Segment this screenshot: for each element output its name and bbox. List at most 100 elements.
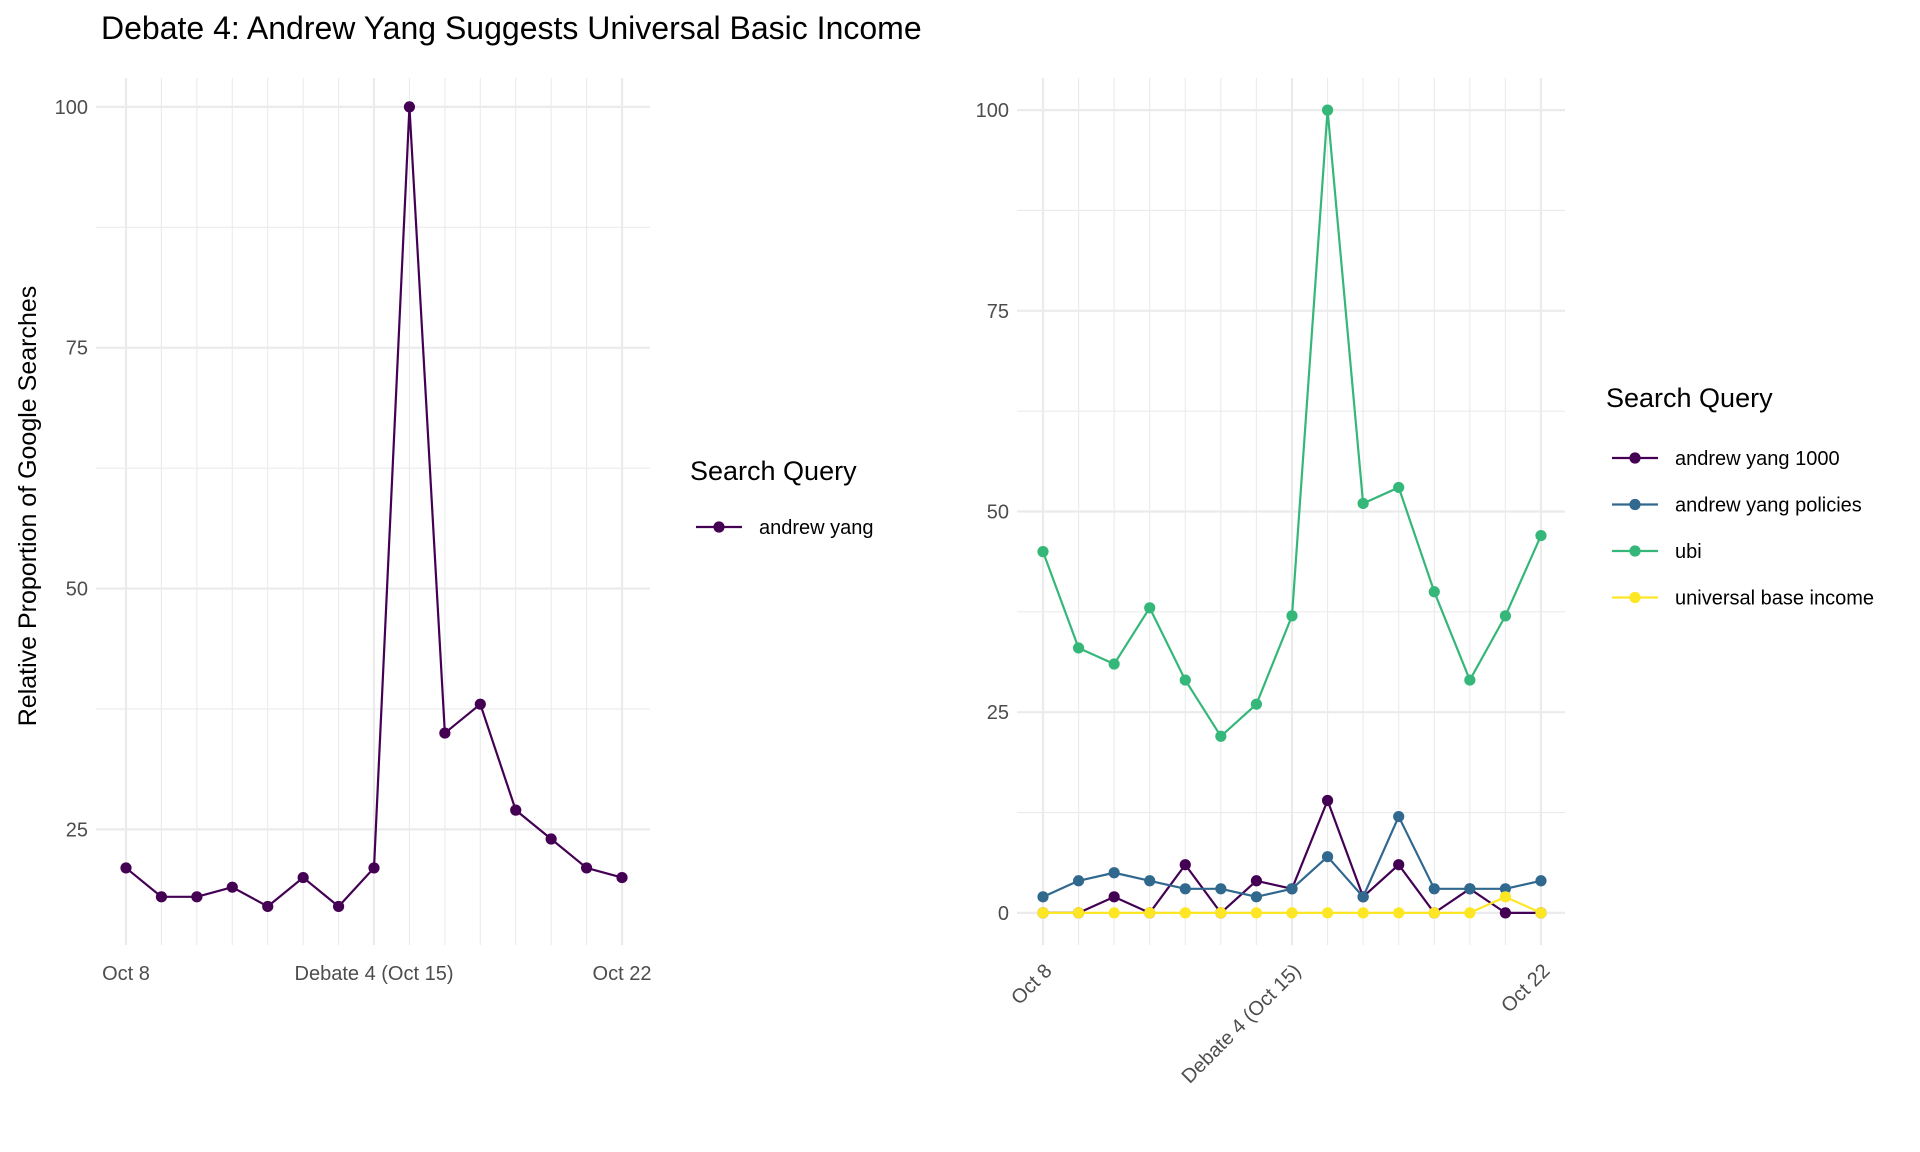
- data-point: [191, 891, 203, 903]
- data-point: [1464, 674, 1476, 686]
- data-point: [262, 900, 274, 913]
- data-point: [297, 871, 309, 884]
- data-point: [1321, 907, 1334, 919]
- data-point: [1179, 859, 1191, 871]
- x-tick-label: Oct 8: [102, 963, 150, 985]
- legend-key-point: [1629, 498, 1641, 511]
- legend-key-point: [1629, 591, 1641, 604]
- data-point: [1535, 875, 1547, 887]
- y-axis-title: Relative Proportion of Google Searches: [14, 286, 42, 727]
- data-point: [1393, 907, 1405, 919]
- legend-key-point: [1629, 452, 1641, 464]
- data-point: [1037, 907, 1049, 919]
- legend-label: andrew yang 1000: [1675, 448, 1840, 470]
- data-point: [1499, 610, 1512, 622]
- data-point: [1321, 851, 1334, 863]
- data-point: [1286, 883, 1298, 895]
- data-point: [1357, 497, 1369, 510]
- series-andrew-yang: [120, 101, 628, 913]
- data-point: [1286, 907, 1298, 919]
- data-point: [1037, 891, 1049, 903]
- data-point: [1250, 875, 1263, 887]
- data-point: [1072, 642, 1085, 654]
- legend: Search Query andrew yang 1000 andrew yang …: [1606, 383, 1874, 610]
- data-point: [1357, 907, 1369, 919]
- y-tick-label: 50: [66, 579, 88, 601]
- legend-title: Search Query: [690, 456, 857, 486]
- data-point: [1535, 907, 1547, 919]
- legend-key-point: [1629, 545, 1641, 557]
- data-point: [580, 862, 593, 874]
- x-tick-label: Oct 22: [593, 963, 652, 985]
- legend-title: Search Query: [1606, 383, 1773, 413]
- y-tick-label: 75: [66, 338, 88, 360]
- data-point: [1393, 810, 1405, 823]
- data-point: [1072, 907, 1085, 919]
- data-point: [1215, 730, 1227, 742]
- data-point: [1428, 586, 1440, 598]
- data-point: [1499, 891, 1512, 903]
- x-tick-label: Oct 8: [1007, 960, 1056, 1009]
- data-point: [1250, 907, 1263, 919]
- left-panel: 25 50 75 100 Oct 8 Debate 4 (Oct 15) Oct 22 Rel…: [14, 78, 874, 985]
- data-point: [1037, 546, 1049, 558]
- y-tick-label: 75: [987, 301, 1009, 323]
- grid: [96, 78, 650, 945]
- legend-label: universal base income: [1675, 588, 1874, 610]
- series-ubi: [1037, 104, 1547, 742]
- data-point: [1250, 891, 1263, 903]
- data-point: [1286, 610, 1298, 622]
- data-point: [1357, 891, 1369, 903]
- data-point: [1464, 883, 1476, 895]
- data-point: [1108, 658, 1120, 670]
- data-point: [1215, 907, 1227, 919]
- data-point: [1144, 875, 1156, 887]
- data-point: [1464, 907, 1476, 919]
- legend-key-point: [713, 521, 725, 533]
- data-point: [1179, 883, 1191, 895]
- legend-label: andrew yang policies: [1675, 495, 1862, 517]
- y-tick-label: 50: [987, 502, 1009, 524]
- data-point: [1393, 481, 1405, 494]
- data-point: [1499, 883, 1512, 895]
- data-point: [1144, 602, 1156, 614]
- y-tick-label: 100: [55, 97, 88, 119]
- y-tick-label: 25: [987, 702, 1009, 724]
- data-point: [1108, 867, 1120, 879]
- series-universal-base-income: [1037, 891, 1547, 919]
- legend-label: ubi: [1675, 541, 1702, 563]
- data-point: [1108, 907, 1120, 919]
- data-point: [1428, 907, 1440, 919]
- data-point: [120, 862, 132, 874]
- data-point: [332, 900, 345, 913]
- data-point: [368, 862, 380, 874]
- series-andrew-yang-policies: [1037, 810, 1547, 903]
- data-point: [616, 871, 628, 884]
- data-point: [1428, 883, 1440, 895]
- data-point: [439, 727, 451, 739]
- legend: Search Query andrew yang: [690, 456, 874, 539]
- data-point: [155, 891, 168, 903]
- data-point: [1108, 891, 1120, 903]
- y-tick-label: 100: [976, 100, 1009, 122]
- data-point: [1072, 875, 1085, 887]
- data-point: [1321, 794, 1334, 807]
- data-point: [545, 833, 557, 845]
- data-point: [1144, 907, 1156, 919]
- data-point: [1321, 104, 1334, 116]
- x-tick-label: Debate 4 (Oct 15): [1178, 960, 1306, 1088]
- x-tick-label: Oct 22: [1497, 960, 1554, 1017]
- data-point: [1179, 907, 1191, 919]
- y-tick-label: 25: [66, 819, 88, 841]
- data-point: [1393, 859, 1405, 871]
- data-point: [1499, 907, 1512, 919]
- data-point: [1250, 698, 1263, 710]
- data-point: [1179, 674, 1191, 686]
- data-point: [226, 881, 238, 893]
- grid: [1017, 78, 1565, 945]
- right-panel: 0 25 50 75 100 Oct 8 Debate 4 (Oct 15) Oct 22 Se…: [976, 78, 1874, 1088]
- data-point: [510, 804, 522, 816]
- chart-title: Debate 4: Andrew Yang Suggests Universal…: [101, 10, 922, 46]
- data-point: [474, 698, 486, 710]
